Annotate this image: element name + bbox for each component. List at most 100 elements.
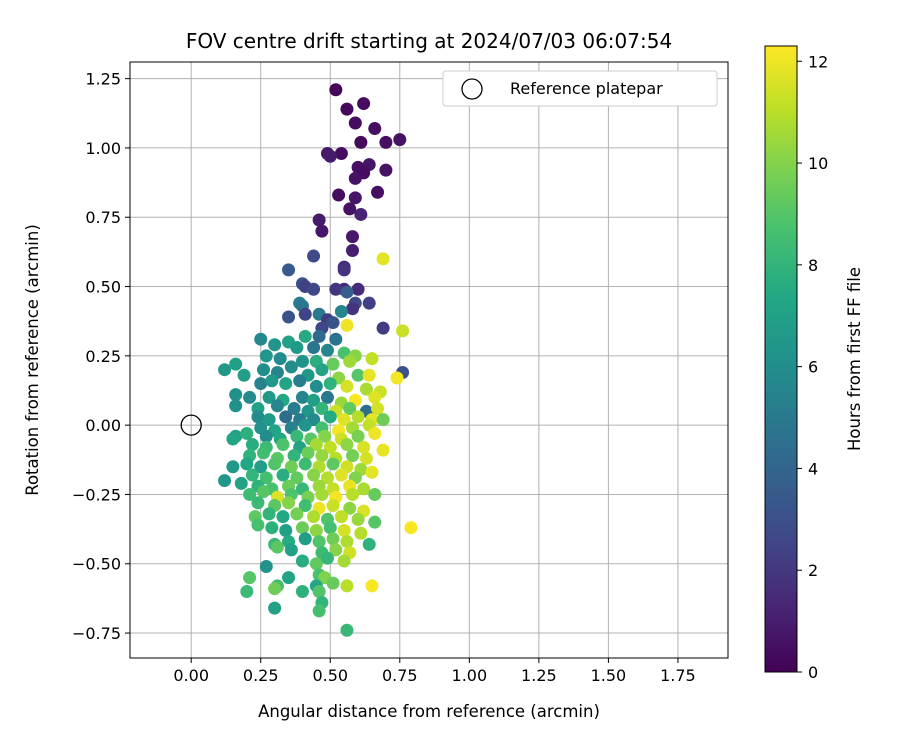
data-point	[348, 116, 362, 130]
data-point	[390, 371, 404, 385]
data-point	[279, 523, 293, 537]
data-point	[298, 457, 312, 471]
plot-frame	[129, 61, 729, 659]
data-point	[346, 302, 360, 316]
data-point	[334, 468, 348, 482]
data-point	[340, 623, 354, 637]
data-point	[307, 282, 321, 296]
data-point	[379, 135, 393, 149]
data-point	[376, 321, 390, 335]
colorbar-tick-label: 4	[808, 459, 818, 478]
data-point	[279, 410, 293, 424]
data-point	[295, 584, 309, 598]
data-point	[295, 390, 309, 404]
data-point	[368, 487, 382, 501]
data-point	[368, 426, 382, 440]
data-point	[340, 102, 354, 116]
data-point	[396, 324, 410, 338]
data-point	[323, 377, 337, 391]
y-tick-label: 0.00	[85, 416, 121, 435]
data-point	[323, 149, 337, 163]
data-point	[226, 460, 240, 474]
data-point	[290, 507, 304, 521]
data-point	[315, 402, 329, 416]
data-point	[337, 554, 351, 568]
legend-box	[442, 70, 718, 107]
colorbar	[764, 45, 798, 673]
data-point	[404, 521, 418, 535]
y-tick-label: −0.50	[72, 555, 121, 574]
data-point	[229, 388, 243, 402]
data-point	[340, 535, 354, 549]
y-tick-label: −0.75	[72, 624, 121, 643]
data-point	[354, 207, 368, 221]
data-point	[268, 338, 282, 352]
data-point	[326, 499, 340, 513]
data-point	[295, 554, 309, 568]
data-point	[326, 357, 340, 371]
data-point	[326, 316, 340, 330]
colorbar-tick-label: 8	[808, 256, 818, 275]
data-point	[282, 496, 296, 510]
x-tick-label: 0.25	[243, 666, 279, 685]
data-point	[259, 471, 273, 485]
data-point	[254, 332, 268, 346]
data-point	[379, 163, 393, 177]
data-point	[234, 476, 248, 490]
data-point	[315, 449, 329, 463]
data-point	[329, 83, 343, 97]
colorbar-tick-label: 2	[808, 561, 818, 580]
data-point	[320, 390, 334, 404]
data-point	[368, 515, 382, 529]
data-point	[393, 133, 407, 147]
data-point	[282, 310, 296, 324]
data-point	[376, 443, 390, 457]
x-tick-label: 1.00	[452, 666, 488, 685]
data-point	[343, 202, 357, 216]
data-point	[329, 332, 343, 346]
data-point	[243, 571, 257, 585]
data-point	[340, 285, 354, 299]
data-point	[359, 382, 373, 396]
data-point	[257, 446, 271, 460]
data-point	[254, 377, 268, 391]
data-point	[262, 507, 276, 521]
data-point	[245, 468, 259, 482]
data-point	[276, 510, 290, 524]
data-point	[240, 457, 254, 471]
data-point	[245, 438, 259, 452]
data-point	[259, 429, 273, 443]
data-point	[329, 282, 343, 296]
data-point	[290, 471, 304, 485]
data-point	[368, 390, 382, 404]
data-point	[365, 465, 379, 479]
data-point	[257, 363, 271, 377]
data-point	[346, 487, 360, 501]
data-point	[362, 537, 376, 551]
data-point	[270, 399, 284, 413]
y-tick-label: 1.00	[85, 139, 121, 158]
data-point	[312, 213, 326, 227]
data-point	[273, 352, 287, 366]
data-point	[320, 343, 334, 357]
data-point	[362, 368, 376, 382]
data-point	[229, 399, 243, 413]
data-point	[309, 379, 323, 393]
data-point	[251, 496, 265, 510]
data-point	[312, 535, 326, 549]
data-point	[348, 171, 362, 185]
x-tick-label: 1.50	[591, 666, 627, 685]
data-point	[362, 296, 376, 310]
data-point	[282, 263, 296, 277]
data-point	[351, 429, 365, 443]
data-point	[326, 457, 340, 471]
data-point	[340, 318, 354, 332]
data-point	[218, 474, 232, 488]
data-point	[276, 438, 290, 452]
data-point	[340, 438, 354, 452]
y-tick-label: −0.25	[72, 485, 121, 504]
y-axis-ticks: −0.75 −0.50 −0.25 0.00 0.25 0.50 0.75 1.00 1.25	[72, 70, 130, 643]
data-point	[309, 557, 323, 571]
data-point	[268, 601, 282, 615]
